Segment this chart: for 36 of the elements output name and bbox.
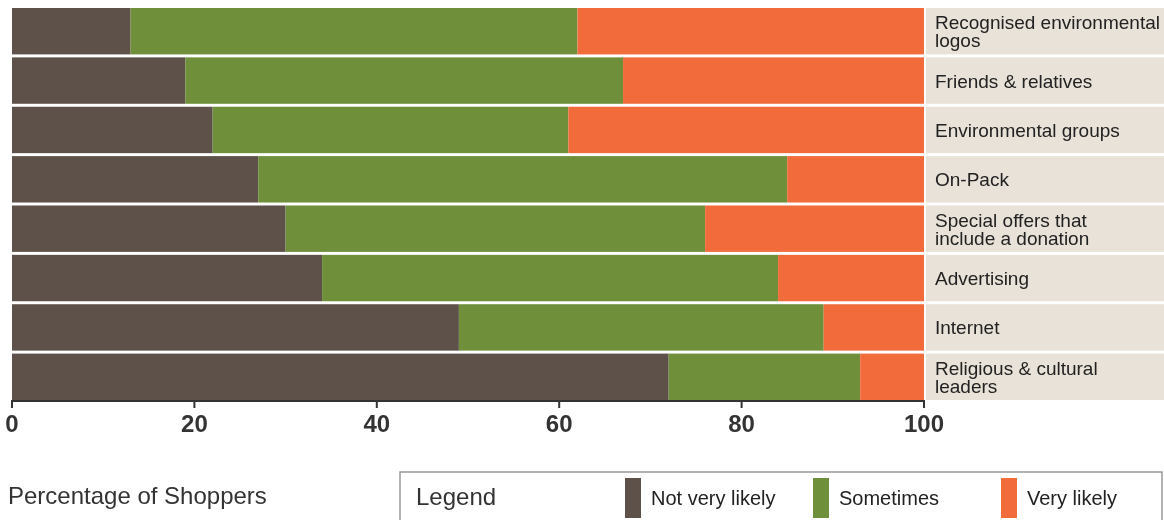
- y-tick-label: Advertising: [935, 267, 1029, 289]
- legend-title: Legend: [416, 483, 497, 510]
- bar: [12, 156, 259, 203]
- bar: [668, 353, 861, 400]
- bar: [285, 205, 706, 252]
- x-axis-title: Percentage of Shoppers: [8, 482, 267, 509]
- x-tick-label: 100: [903, 410, 945, 437]
- y-tick-label: Recognised environmental logos: [935, 11, 1160, 51]
- legend-label: Sometimes: [839, 487, 940, 509]
- bar: [12, 57, 186, 104]
- bar: [12, 254, 323, 302]
- bar: [12, 8, 131, 55]
- bar: [322, 254, 779, 302]
- x-tick-label: 60: [545, 410, 573, 437]
- x-tick-label: 0: [5, 410, 19, 437]
- y-tick-label: Environmental groups: [935, 119, 1120, 141]
- x-tick-label: 20: [181, 410, 208, 437]
- bar: [212, 106, 569, 154]
- bar: [258, 156, 788, 203]
- y-tick-label: On-Pack: [935, 168, 1010, 190]
- bar: [860, 353, 924, 400]
- y-tick-label: Special offers that include a donation: [935, 209, 1090, 249]
- bar: [12, 106, 213, 154]
- y-tick-label: Religious & cultural leaders: [935, 357, 1098, 397]
- x-tick-label: 40: [363, 410, 391, 437]
- bar: [130, 8, 578, 55]
- y-tick-label: Internet: [935, 316, 1001, 338]
- bar: [12, 205, 286, 252]
- legend-label: Not very likely: [651, 487, 776, 509]
- legend-label: Very likely: [1027, 487, 1118, 509]
- bar: [185, 57, 624, 104]
- bar: [12, 304, 459, 351]
- y-tick-label: Friends & relatives: [935, 70, 1093, 92]
- bar: [458, 304, 824, 351]
- x-tick-label: 80: [728, 410, 755, 437]
- bar: [12, 353, 669, 400]
